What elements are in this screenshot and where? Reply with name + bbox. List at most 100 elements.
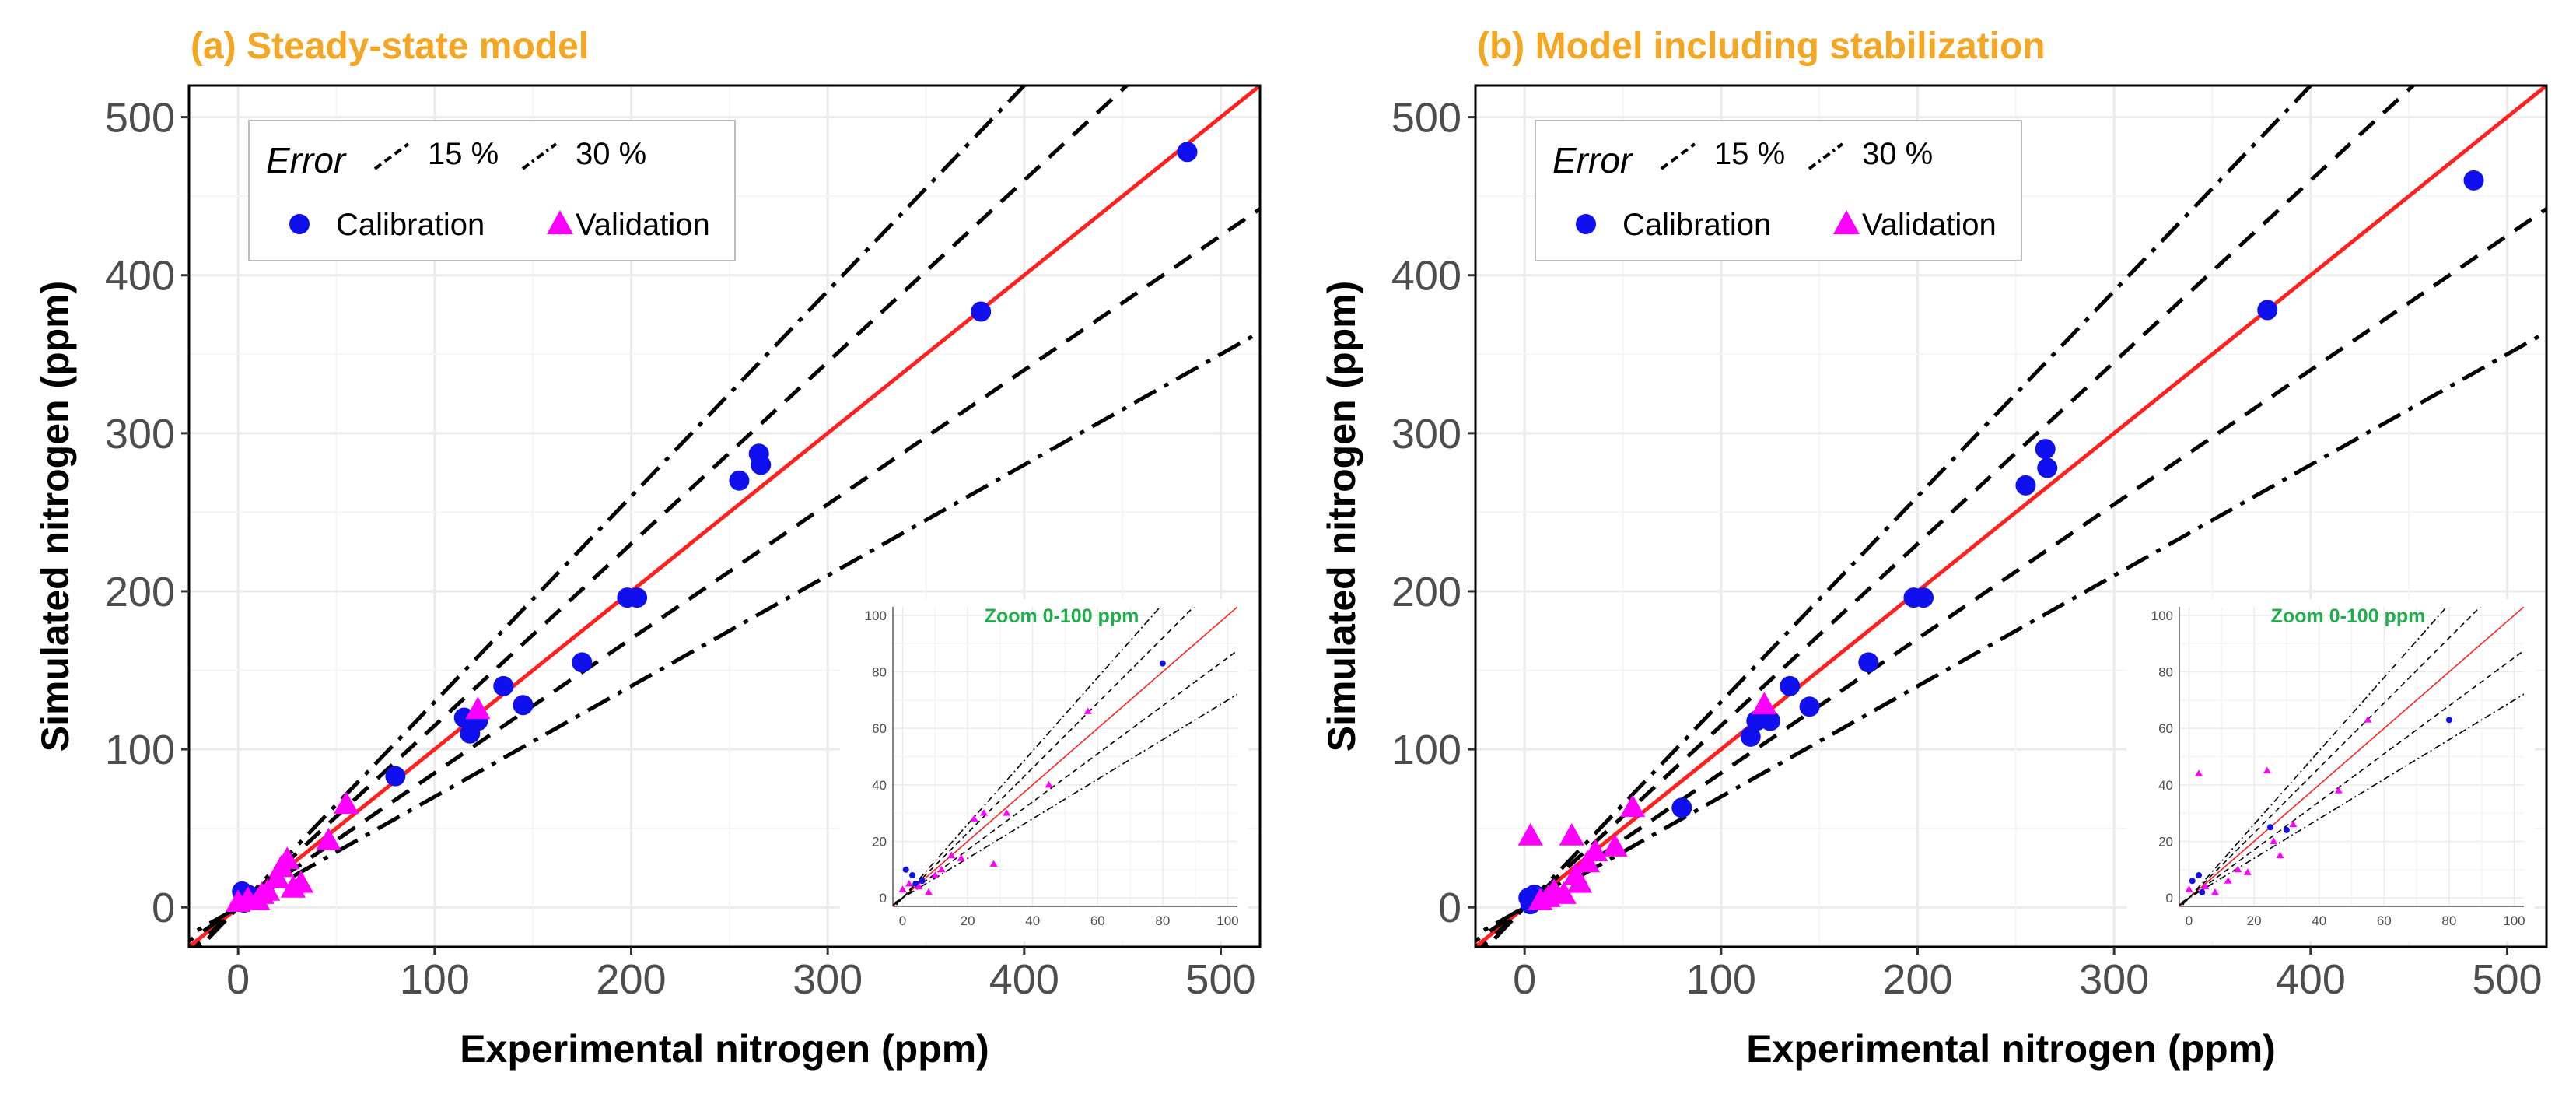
legend-calibration-label: Calibration (1622, 208, 1771, 242)
validation-point (275, 846, 300, 870)
calibration-point (2035, 439, 2056, 460)
inset-validation-point (2270, 837, 2278, 844)
validation-point (1559, 822, 1584, 846)
inset-title: Zoom 0-100 ppm (985, 605, 1139, 627)
inset-x-tick-label: 0 (899, 913, 906, 928)
calibration-point (2015, 475, 2036, 496)
inset-validation-point (924, 888, 933, 895)
calibration-point (1177, 142, 1198, 163)
inset-validation-point (2243, 868, 2252, 875)
y-axis-label: Simulated nitrogen (ppm) (33, 281, 77, 752)
inset-x-tick-label: 40 (1025, 913, 1040, 928)
x-tick-label: 0 (226, 956, 250, 1003)
inset-x-tick-label: 100 (2503, 913, 2525, 928)
inset-title: Zoom 0-100 ppm (2271, 605, 2426, 627)
inset-validation-point (970, 815, 978, 822)
inset-reference-line (893, 607, 1237, 906)
inset-y-tick-label: 60 (2158, 721, 2173, 736)
inset-validation-point (1083, 707, 1092, 714)
validation-point (1517, 822, 1543, 846)
inset-y-tick-label: 100 (865, 608, 887, 623)
inset-calibration-point (2267, 824, 2274, 831)
inset-reference-line (2179, 650, 2524, 906)
inset-reference-lines (2179, 607, 2524, 906)
inset-validation-point (1003, 809, 1011, 816)
legend-validation-marker (1833, 210, 1860, 234)
validation-point (316, 827, 341, 850)
calibration-point (2037, 457, 2058, 478)
calibration-point (1913, 587, 1934, 608)
legend-validation-marker (547, 210, 573, 234)
legend-validation-label: Validation (1862, 208, 1997, 242)
calibration-point (751, 454, 772, 475)
inset-validation-point (957, 854, 965, 861)
y-tick-label: 200 (105, 569, 175, 615)
inset-calibration-point (909, 872, 916, 879)
validation-point (288, 870, 314, 893)
calibration-point (627, 587, 648, 608)
legend-30-label: 30 % (1862, 137, 1933, 171)
inset-validation-point (898, 885, 907, 892)
data-points (1517, 170, 2484, 915)
y-tick-label: 0 (1438, 885, 1461, 931)
validation-point (1566, 870, 1593, 893)
inset-calibration-point (1159, 660, 1166, 667)
calibration-point (1780, 675, 1801, 696)
calibration-point (971, 301, 992, 322)
validation-point (1752, 692, 1777, 715)
inset-y-tick-label: 100 (2151, 608, 2173, 623)
legend: Error 15 % 30 % Calibration Validation (248, 120, 736, 261)
y-tick-label: 100 (1391, 727, 1461, 773)
inset-x-tick-label: 100 (1216, 913, 1238, 928)
inset-x-tick-label: 40 (2312, 913, 2326, 928)
validation-point (465, 696, 491, 720)
inset-grid (893, 607, 1237, 906)
inset-validation-point (2201, 882, 2210, 890)
inset-x-tick-label: 80 (2441, 913, 2456, 928)
inset-y-tick-label: 60 (872, 721, 887, 736)
y-tick-label: 200 (1391, 569, 1461, 615)
calibration-point (1740, 726, 1761, 747)
inset-validation-point (2185, 885, 2193, 892)
x-tick-label: 300 (2079, 956, 2149, 1003)
legend-30-label: 30 % (576, 137, 646, 171)
inset-reference-line (2179, 693, 2524, 905)
legend-15-line (373, 142, 410, 170)
legend-15-label: 15 % (1714, 137, 1785, 171)
reference-lines (189, 86, 1260, 947)
inset-validation-point (2195, 769, 2203, 776)
inset-x-tick-label: 20 (2247, 913, 2262, 928)
inset-calibration-point (902, 866, 909, 873)
inset-x-tick-label: 60 (2377, 913, 2392, 928)
inset-validation-point (915, 882, 923, 890)
inset-validation-point (2289, 820, 2298, 828)
inset-validation-point (1045, 780, 1053, 788)
inset-x-tick-label: 60 (1090, 913, 1105, 928)
inset-calibration-point (2445, 717, 2452, 724)
inset-y-tick-label: 20 (2158, 834, 2173, 849)
calibration-point (1858, 652, 1879, 673)
calibration-point (1671, 797, 1692, 818)
inset-points (898, 660, 1166, 895)
legend-box (1535, 120, 2022, 261)
inset-x-tick-label: 0 (2186, 913, 2193, 928)
inset-validation-point (2224, 877, 2232, 884)
inset-validation-point (937, 865, 946, 873)
y-tick-label: 100 (105, 727, 175, 773)
inset-validation-point (2364, 716, 2372, 723)
x-tick-label: 400 (2276, 956, 2346, 1003)
inset-chart: 0 20 40 60 80 100 0 20 40 60 80 100 Zoom 0-100 ppm (840, 599, 1248, 941)
inset-y-tick-label: 0 (880, 891, 887, 906)
inset-reference-line (893, 607, 1195, 906)
y-axis-label: Simulated nitrogen (ppm) (1320, 281, 1363, 752)
legend-calibration-label: Calibration (336, 208, 485, 242)
y-tick-label: 500 (1391, 95, 1461, 142)
reference-line-11 (189, 86, 1260, 947)
x-axis-label: Experimental nitrogen (ppm) (1746, 1027, 2276, 1071)
x-tick-label: 500 (2472, 956, 2542, 1003)
y-tick-label: 300 (105, 411, 175, 457)
validation-point (1619, 794, 1646, 818)
inset-y-tick-label: 40 (872, 778, 887, 793)
inset-x-tick-label: 80 (1155, 913, 1170, 928)
